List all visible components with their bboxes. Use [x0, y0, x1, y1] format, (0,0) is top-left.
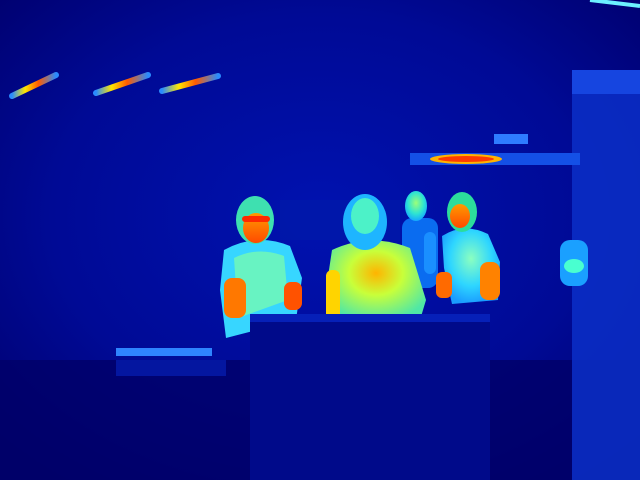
- center-person-torso: [326, 240, 426, 322]
- left-person-glasses: [242, 216, 270, 222]
- counter-top-edge: [250, 314, 490, 322]
- left-person-shirt-warm: [234, 251, 288, 318]
- left-person-left-hand: [284, 282, 302, 310]
- rear-person-head: [405, 191, 427, 221]
- ceiling-light-3: [159, 73, 221, 94]
- edge-person-hand: [564, 259, 584, 273]
- rear-fixture-box: [494, 134, 528, 144]
- ceiling-light-strips: [9, 0, 640, 99]
- rear-fixture-light-row: [410, 134, 580, 165]
- rear-person-arm: [424, 232, 436, 274]
- counter-left-shelf: [116, 360, 226, 376]
- ceiling-light-2: [93, 72, 151, 96]
- counter-body: [250, 318, 490, 480]
- rear-fixture-hot: [438, 156, 494, 162]
- left-person-right-arm: [224, 278, 246, 318]
- right-person-face: [450, 204, 470, 228]
- right-wall-panel-edge: [572, 70, 640, 94]
- center-person-hair-highlight: [351, 198, 379, 234]
- right-person-forearm: [436, 272, 452, 298]
- person-right-polo: [436, 192, 500, 304]
- foreground-counter: [116, 314, 490, 480]
- person-edge-right-partial: [560, 240, 588, 286]
- person-rear-standing: [402, 191, 438, 288]
- person-left-glasses: [220, 196, 302, 338]
- person-center-back: [326, 194, 426, 322]
- center-person-left-arm: [326, 270, 340, 320]
- counter-left-object: [116, 348, 212, 356]
- ceiling-edge-glow: [589, 0, 640, 8]
- ceiling-light-1: [9, 72, 59, 99]
- right-person-arm: [480, 262, 500, 300]
